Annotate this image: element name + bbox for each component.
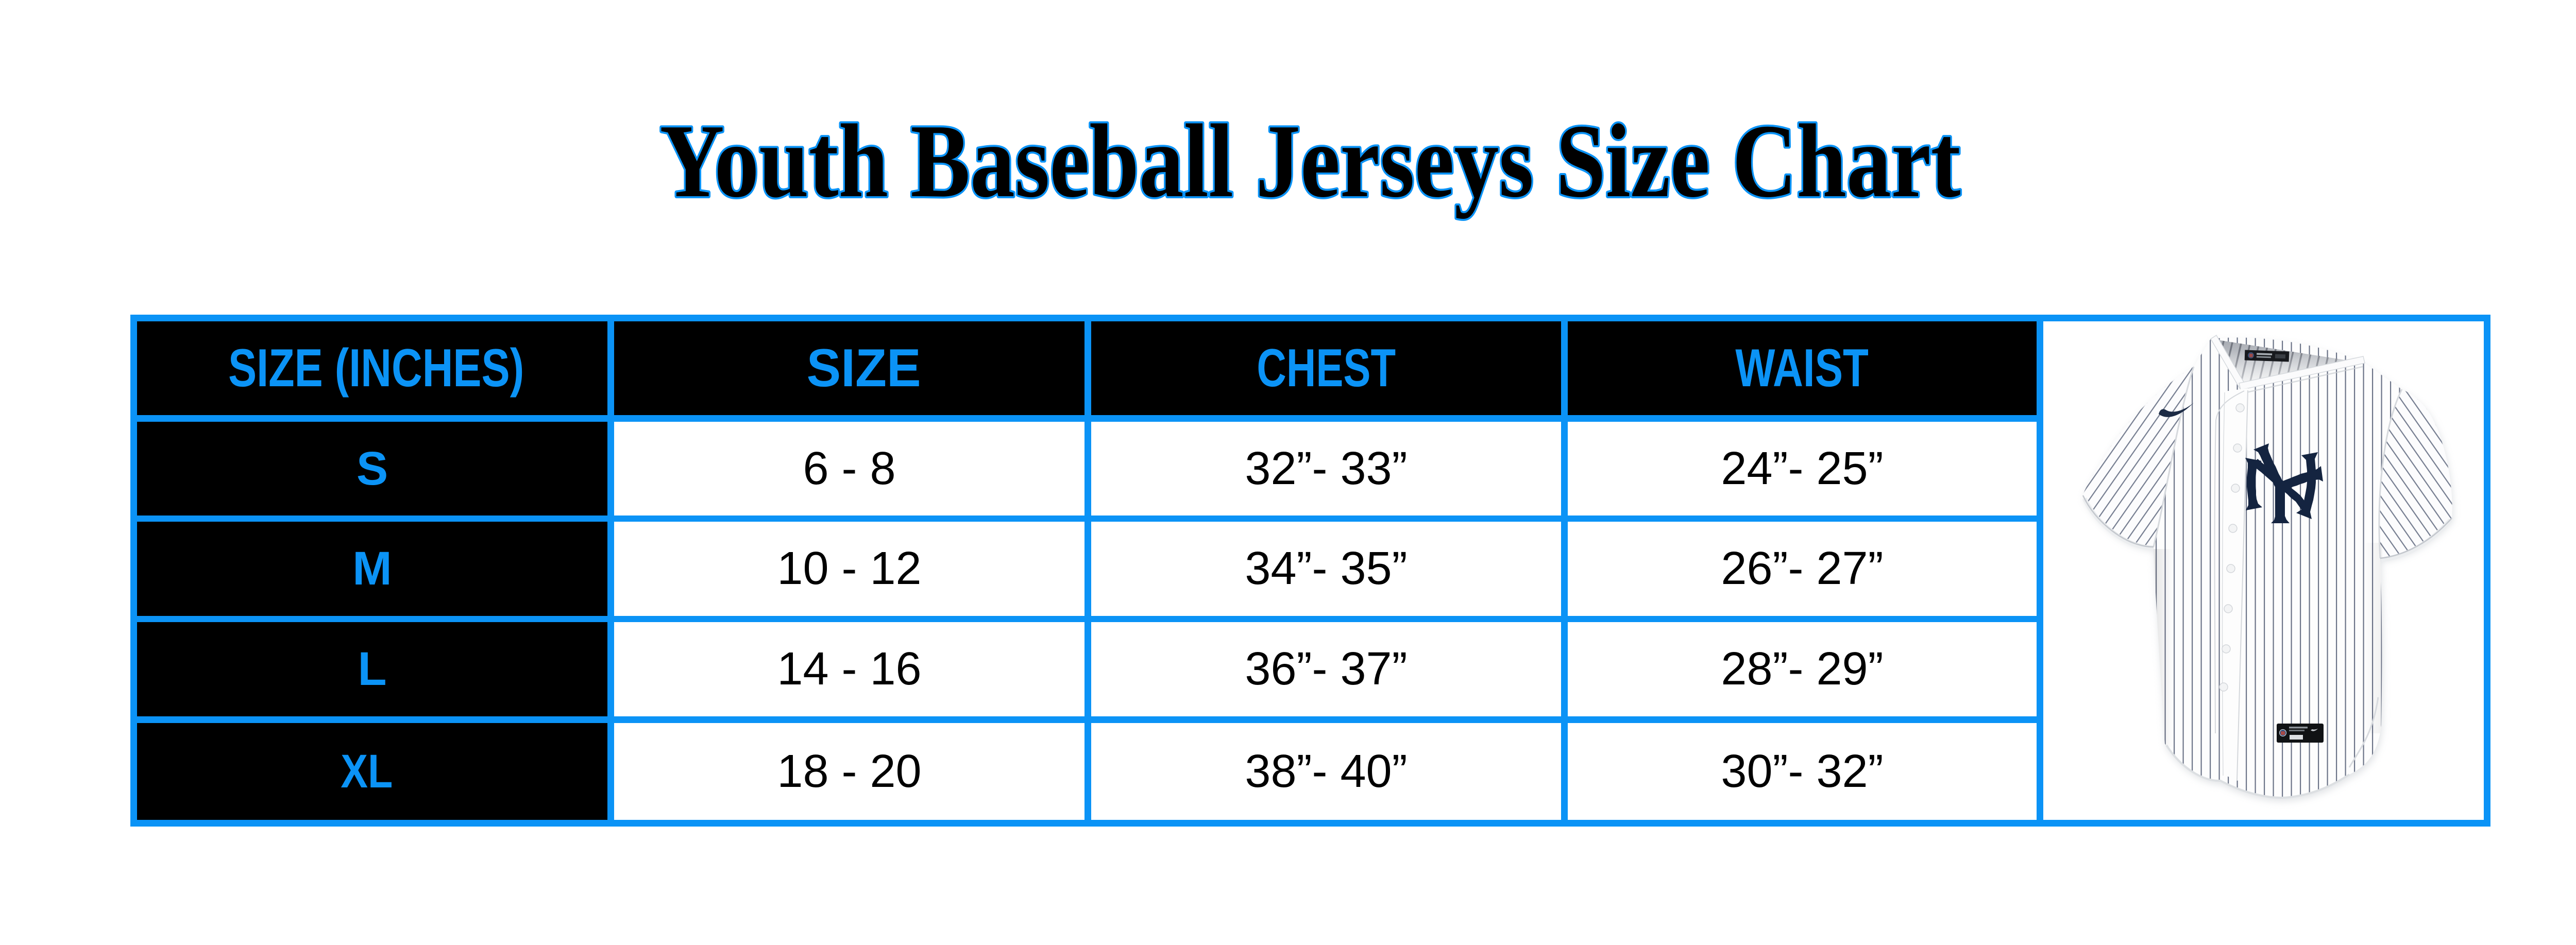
svg-text:Youth Baseball Jerseys Size Ch: Youth Baseball Jerseys Size Chart xyxy=(660,103,1961,219)
